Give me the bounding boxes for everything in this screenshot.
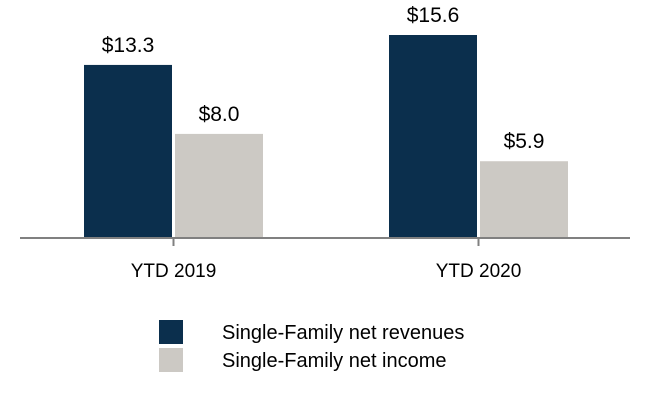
x-axis: YTD 2019 YTD 2020 (20, 237, 630, 282)
bar-value-label: $5.9 (504, 130, 545, 153)
legend-label-net-income: Single-Family net income (222, 350, 447, 372)
bar-value-label: $15.6 (407, 4, 460, 27)
bar-net-income-1 (480, 161, 568, 238)
legend-label-net-revenues: Single-Family net revenues (222, 322, 464, 344)
bar-value-label: $13.3 (102, 34, 155, 57)
bars-group (84, 35, 568, 238)
bar-net-income-0 (175, 133, 263, 238)
x-tick-label: YTD 2019 (131, 261, 217, 282)
legend-swatch-net-revenues (159, 320, 183, 344)
bar-value-label: $8.0 (199, 103, 240, 126)
legend-swatch-net-income (159, 348, 183, 372)
x-tick-label: YTD 2020 (436, 261, 522, 282)
bar-net-revenues-0 (84, 64, 172, 238)
bar-net-revenues-1 (389, 35, 477, 238)
legend: Single-Family net revenues Single-Family … (159, 320, 464, 372)
bar-labels-group: $13.3 $8.0 $15.6 $5.9 (102, 4, 545, 153)
